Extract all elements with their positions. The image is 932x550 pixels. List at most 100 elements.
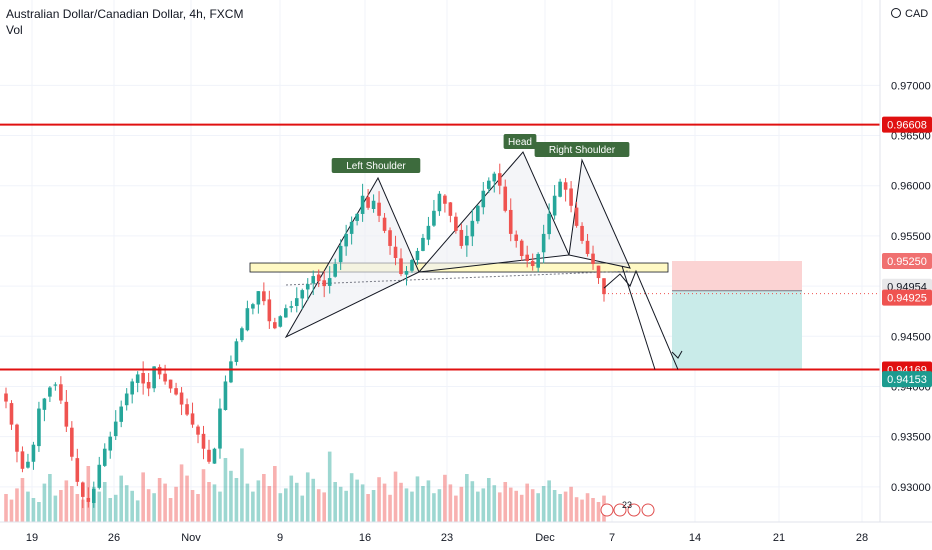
candle-body	[108, 436, 113, 451]
price-tags: 0.966080.952500.949540.949250.941690.941…	[882, 116, 932, 388]
candle-body	[283, 308, 288, 318]
candle-body	[382, 217, 387, 231]
volume-bar	[432, 493, 436, 522]
volume-bar	[415, 476, 420, 522]
candle-body	[190, 413, 195, 425]
volume-bar	[37, 502, 41, 522]
volume-bar	[130, 490, 134, 522]
volume-bar	[163, 483, 167, 522]
time-axis[interactable]: 19 26 Nov 9 16 23 Dec 7 14 21 28	[26, 532, 868, 544]
candle-body	[42, 398, 47, 410]
volume-bar	[476, 491, 480, 522]
price-tag-last-price: 0.94925	[882, 289, 932, 306]
volume-bar	[64, 480, 69, 522]
candle-body	[251, 304, 255, 309]
candle-body	[558, 181, 562, 197]
volume-bar	[207, 482, 211, 522]
price-axis[interactable]: 0.970000.965000.960000.955000.950000.945…	[891, 80, 931, 494]
events-count: 23	[622, 500, 632, 510]
time-tick-label: 19	[26, 532, 38, 544]
candle-body	[596, 265, 601, 279]
time-tick-label: 9	[277, 532, 283, 544]
candle-body	[91, 488, 96, 503]
candle-body	[218, 408, 222, 449]
candle-body	[70, 427, 74, 457]
event-icon[interactable]	[600, 503, 614, 517]
volume-bar	[201, 469, 206, 522]
candle-body	[360, 195, 365, 214]
candle-body	[519, 240, 524, 256]
currency-badge[interactable]: CAD	[891, 8, 929, 20]
event-icon[interactable]	[613, 503, 627, 517]
candle-body	[262, 291, 266, 302]
stop-loss-zone[interactable]	[672, 261, 802, 291]
candle-body	[157, 366, 162, 375]
candle-body	[119, 406, 124, 422]
volume-bar	[311, 478, 316, 522]
candle-body	[64, 401, 69, 427]
price-tag-bg	[882, 289, 932, 306]
time-tick-label: Dec	[535, 532, 555, 544]
volume-bar	[530, 489, 535, 522]
candle-body	[130, 381, 134, 395]
pattern-label-text: Head	[508, 137, 532, 148]
candle-body	[399, 258, 403, 275]
volume-bar	[53, 495, 58, 522]
candle-body	[267, 299, 272, 322]
take-profit-zone[interactable]	[672, 290, 802, 370]
price-tick-label: 0.94500	[891, 331, 931, 343]
events-badges[interactable]: 23	[600, 500, 655, 517]
candle-body	[152, 366, 156, 389]
price-tag-label: 0.96608	[887, 120, 927, 132]
candle-body	[602, 278, 606, 295]
volume-bar	[508, 487, 513, 522]
price-tag-label: 0.95250	[887, 256, 927, 268]
time-tick-label: 14	[689, 532, 701, 544]
pattern-label-text: Left Shoulder	[346, 161, 406, 172]
candle-body	[207, 449, 211, 462]
volume-bar	[48, 474, 52, 522]
volume-bar	[569, 486, 573, 522]
pattern-label[interactable]: Right Shoulder	[534, 142, 630, 157]
price-tick-label: 0.96500	[891, 131, 931, 143]
candle-body	[415, 250, 420, 261]
volume-bar	[322, 492, 327, 522]
candle-body	[569, 188, 573, 206]
price-tag-bg	[882, 116, 932, 133]
event-icon[interactable]	[641, 503, 655, 517]
projection-line	[621, 265, 656, 370]
candle-body	[20, 451, 25, 469]
pattern-label[interactable]: Head	[503, 134, 537, 149]
symbol-title[interactable]: Australian Dollar/Canadian Dollar, 4h, F…	[6, 7, 244, 21]
pattern-labels[interactable]: Left Shoulder Head Right Shoulder	[331, 134, 630, 173]
candle-body	[289, 306, 294, 308]
candle-body	[591, 253, 595, 265]
candle-body	[580, 225, 584, 241]
volume-bar	[31, 498, 36, 522]
volume-bar	[124, 485, 129, 522]
time-tick-label: Nov	[181, 532, 201, 544]
volume-bar	[563, 491, 568, 522]
candle-body	[525, 254, 529, 261]
candle-body	[9, 403, 14, 425]
time-tick-label: 26	[108, 532, 120, 544]
volume-bar	[15, 488, 19, 522]
candle-body	[4, 393, 8, 402]
candle-body	[421, 237, 425, 251]
pattern-label[interactable]: Left Shoulder	[331, 158, 421, 173]
volume-bar	[344, 490, 348, 522]
event-icon[interactable]	[627, 503, 641, 517]
volume-bar	[141, 472, 145, 522]
volume-bar	[388, 494, 392, 522]
candle-body	[322, 280, 327, 287]
volume-bar	[102, 482, 107, 522]
volume-bar	[152, 493, 156, 522]
volume-bar	[585, 493, 590, 522]
price-tick-label: 0.93500	[891, 432, 931, 444]
head-and-shoulders-pattern[interactable]	[284, 151, 631, 339]
volume-bar	[360, 484, 365, 522]
pattern-triangle	[417, 151, 570, 273]
volume-bar	[267, 486, 272, 522]
candle-body	[437, 193, 442, 212]
